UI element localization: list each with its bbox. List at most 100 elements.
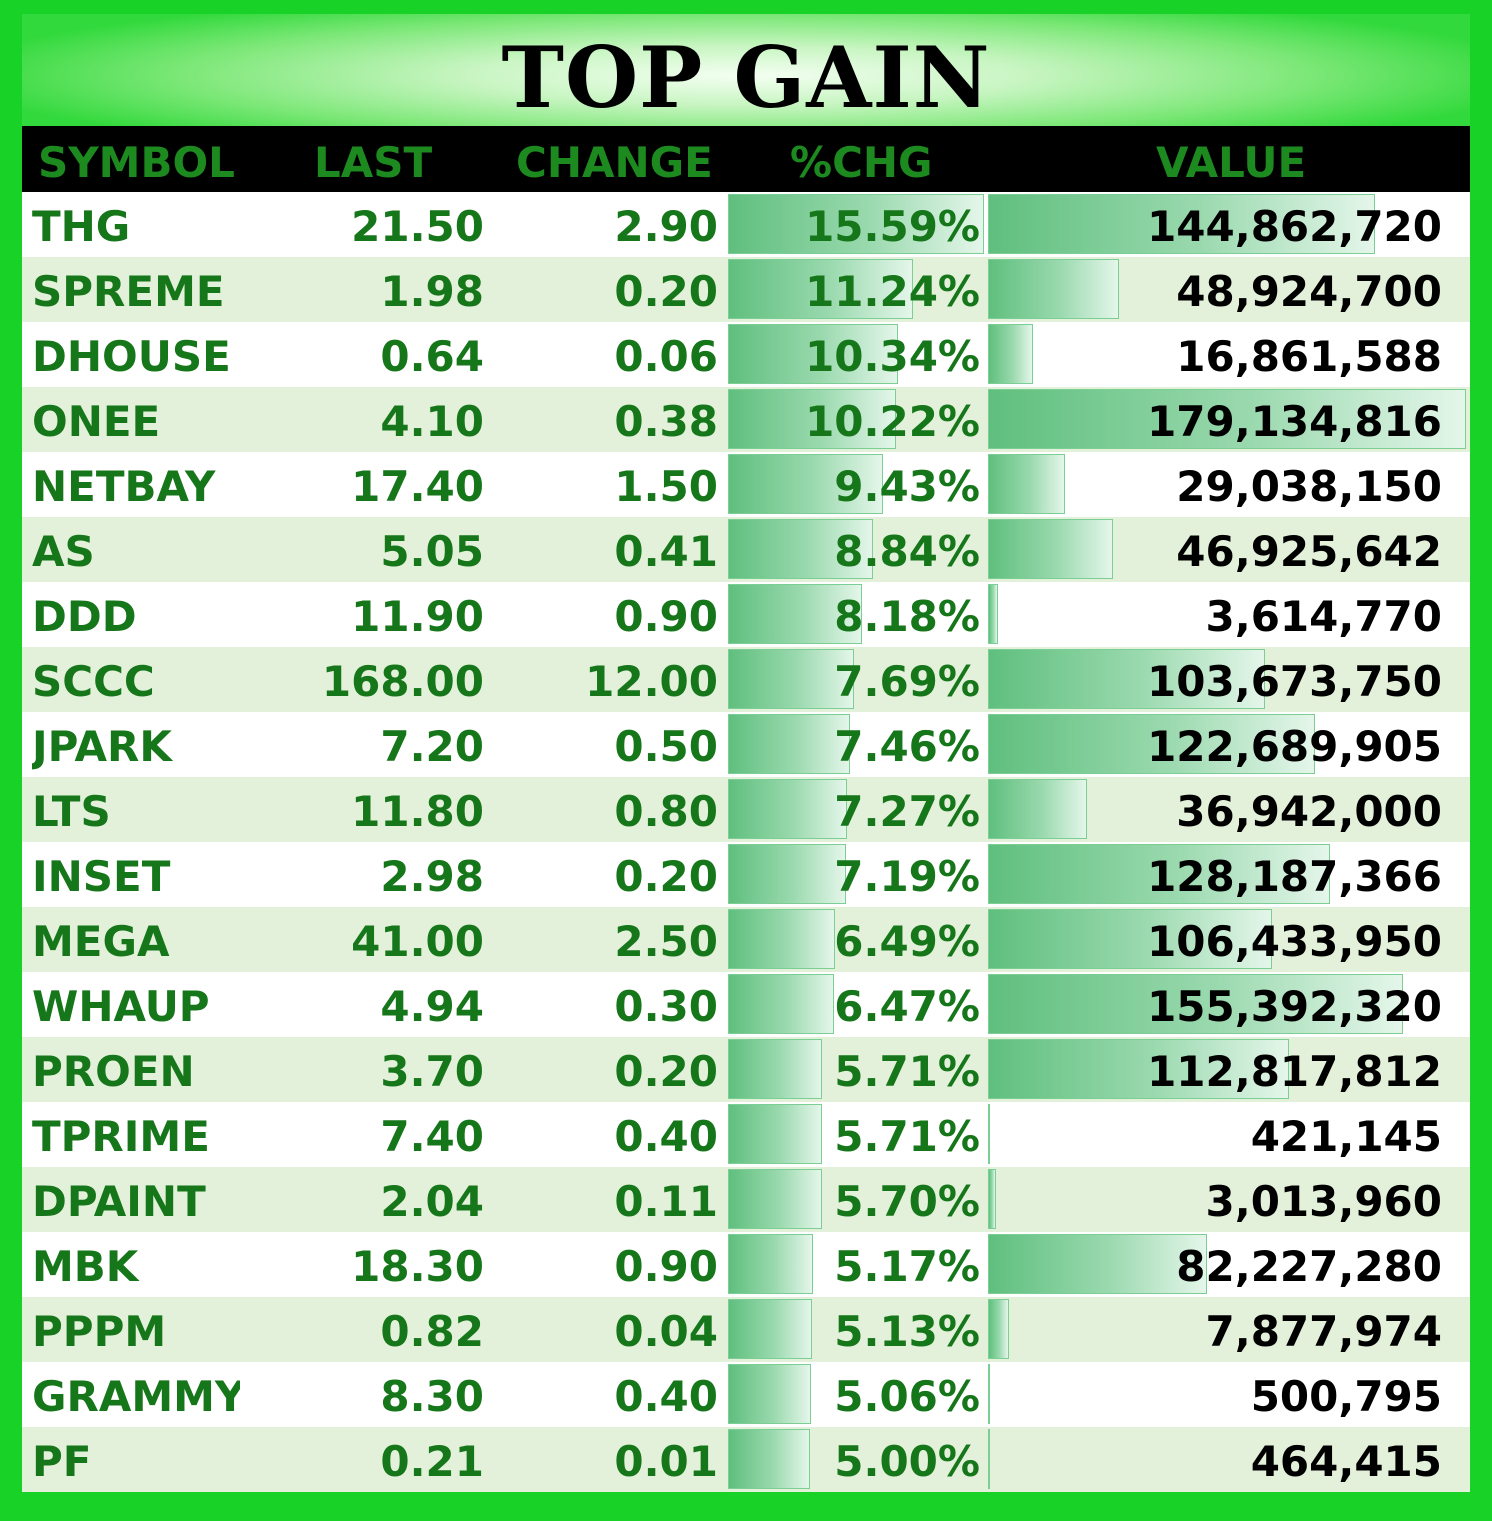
pct-chg-bar bbox=[728, 519, 874, 579]
cell-value: 155,392,320 bbox=[1147, 982, 1442, 1031]
cell-change: 0.90 bbox=[614, 592, 718, 641]
cell-value: 7,877,974 bbox=[1205, 1307, 1442, 1356]
cell-value: 179,134,816 bbox=[1147, 397, 1442, 446]
table-row: WHAUP 4.94 0.30 6.47% 155,392,320 bbox=[22, 972, 1470, 1037]
table-row: ONEE 4.10 0.38 10.22% 179,134,816 bbox=[22, 387, 1470, 452]
table-header: SYMBOL LAST CHANGE %CHG VALUE bbox=[22, 126, 1470, 192]
pct-chg-bar bbox=[728, 389, 896, 449]
cell-last: 17.40 bbox=[351, 462, 484, 511]
value-bar bbox=[988, 1039, 1290, 1099]
cell-change: 0.90 bbox=[614, 1242, 718, 1291]
value-bar bbox=[988, 1429, 990, 1489]
cell-change: 0.04 bbox=[614, 1307, 718, 1356]
table-row: THG 21.50 2.90 15.59% 144,862,720 bbox=[22, 192, 1470, 257]
pct-chg-bar bbox=[728, 584, 863, 644]
cell-symbol: AS bbox=[32, 527, 95, 576]
cell-pct-chg: 6.47% bbox=[834, 982, 980, 1031]
cell-last: 5.05 bbox=[380, 527, 484, 576]
header-value: VALUE bbox=[1156, 138, 1307, 187]
cell-pct-chg: 5.17% bbox=[834, 1242, 980, 1291]
cell-last: 2.04 bbox=[380, 1177, 484, 1226]
table-row: GRAMMY 8.30 0.40 5.06% 500,795 bbox=[22, 1362, 1470, 1427]
table-row: NETBAY 17.40 1.50 9.43% 29,038,150 bbox=[22, 452, 1470, 517]
cell-pct-chg: 8.84% bbox=[834, 527, 980, 576]
pct-chg-bar bbox=[728, 1104, 822, 1164]
pct-chg-bar bbox=[728, 259, 913, 319]
header-change: CHANGE bbox=[516, 138, 713, 187]
cell-value: 3,614,770 bbox=[1205, 592, 1442, 641]
value-bar bbox=[988, 389, 1466, 449]
cell-pct-chg: 5.13% bbox=[834, 1307, 980, 1356]
cell-value: 112,817,812 bbox=[1147, 1047, 1442, 1096]
table-row: SPREME 1.98 0.20 11.24% 48,924,700 bbox=[22, 257, 1470, 322]
cell-symbol: ONEE bbox=[32, 397, 161, 446]
value-bar bbox=[988, 1234, 1208, 1294]
cell-symbol: WHAUP bbox=[32, 982, 210, 1031]
table-row: DDD 11.90 0.90 8.18% 3,614,770 bbox=[22, 582, 1470, 647]
value-bar bbox=[988, 1299, 1010, 1359]
pct-chg-bar bbox=[728, 714, 851, 774]
table-row: PF 0.21 0.01 5.00% 464,415 bbox=[22, 1427, 1470, 1492]
cell-symbol: PF bbox=[32, 1437, 92, 1486]
cell-symbol: NETBAY bbox=[32, 462, 216, 511]
pct-chg-bar bbox=[728, 1364, 812, 1424]
value-bar bbox=[988, 259, 1119, 319]
value-bar bbox=[988, 1169, 997, 1229]
cell-last: 4.10 bbox=[380, 397, 484, 446]
cell-change: 0.20 bbox=[614, 1047, 718, 1096]
cell-symbol: THG bbox=[32, 202, 131, 251]
cell-symbol: DDD bbox=[32, 592, 137, 641]
cell-symbol: GRAMMY bbox=[32, 1372, 240, 1421]
value-bar bbox=[988, 454, 1066, 514]
cell-last: 7.20 bbox=[380, 722, 484, 771]
cell-value: 48,924,700 bbox=[1176, 267, 1442, 316]
cell-value: 128,187,366 bbox=[1147, 852, 1442, 901]
header-last: LAST bbox=[314, 138, 433, 187]
header-symbol: SYMBOL bbox=[38, 138, 235, 187]
cell-last: 41.00 bbox=[351, 917, 484, 966]
cell-last: 21.50 bbox=[351, 202, 484, 251]
cell-change: 2.90 bbox=[614, 202, 718, 251]
cell-pct-chg: 8.18% bbox=[834, 592, 980, 641]
cell-value: 16,861,588 bbox=[1176, 332, 1442, 381]
cell-pct-chg: 5.71% bbox=[834, 1047, 980, 1096]
cell-pct-chg: 7.46% bbox=[834, 722, 980, 771]
cell-pct-chg: 7.19% bbox=[834, 852, 980, 901]
table-row: MBK 18.30 0.90 5.17% 82,227,280 bbox=[22, 1232, 1470, 1297]
cell-change: 0.06 bbox=[614, 332, 718, 381]
value-bar bbox=[988, 1364, 990, 1424]
pct-chg-bar bbox=[728, 974, 835, 1034]
cell-change: 0.41 bbox=[614, 527, 718, 576]
table-row: MEGA 41.00 2.50 6.49% 106,433,950 bbox=[22, 907, 1470, 972]
pct-chg-bar bbox=[728, 454, 883, 514]
table-row: DPAINT 2.04 0.11 5.70% 3,013,960 bbox=[22, 1167, 1470, 1232]
pct-chg-bar bbox=[728, 649, 855, 709]
cell-value: 144,862,720 bbox=[1147, 202, 1442, 251]
table-row: LTS 11.80 0.80 7.27% 36,942,000 bbox=[22, 777, 1470, 842]
cell-last: 3.70 bbox=[380, 1047, 484, 1096]
cell-symbol: PROEN bbox=[32, 1047, 195, 1096]
cell-last: 0.82 bbox=[380, 1307, 484, 1356]
table-row: SCCC 168.00 12.00 7.69% 103,673,750 bbox=[22, 647, 1470, 712]
cell-last: 11.90 bbox=[351, 592, 484, 641]
cell-value: 421,145 bbox=[1250, 1112, 1442, 1161]
cell-pct-chg: 5.00% bbox=[834, 1437, 980, 1486]
cell-symbol: JPARK bbox=[32, 722, 172, 771]
cell-change: 0.80 bbox=[614, 787, 718, 836]
cell-pct-chg: 10.34% bbox=[805, 332, 980, 381]
cell-last: 1.98 bbox=[380, 267, 484, 316]
value-bar bbox=[988, 584, 998, 644]
cell-pct-chg: 9.43% bbox=[834, 462, 980, 511]
cell-change: 0.30 bbox=[614, 982, 718, 1031]
cell-pct-chg: 7.27% bbox=[834, 787, 980, 836]
cell-value: 36,942,000 bbox=[1176, 787, 1442, 836]
cell-change: 0.50 bbox=[614, 722, 718, 771]
cell-last: 8.30 bbox=[380, 1372, 484, 1421]
cell-value: 46,925,642 bbox=[1176, 527, 1442, 576]
pct-chg-bar bbox=[728, 1429, 811, 1489]
cell-symbol: SPREME bbox=[32, 267, 225, 316]
cell-pct-chg: 15.59% bbox=[805, 202, 980, 251]
table-row: INSET 2.98 0.20 7.19% 128,187,366 bbox=[22, 842, 1470, 907]
pct-chg-bar bbox=[728, 779, 848, 839]
table-row: TPRIME 7.40 0.40 5.71% 421,145 bbox=[22, 1102, 1470, 1167]
